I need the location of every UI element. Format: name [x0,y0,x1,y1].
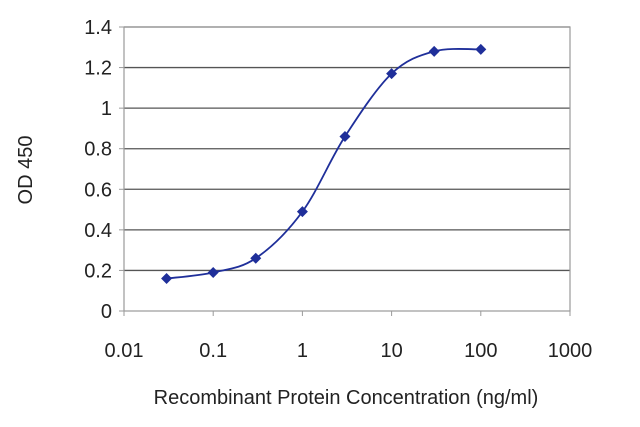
x-tick-label: 0.01 [105,340,144,362]
y-tick-label: 1 [101,98,112,120]
y-tick-label: 0 [101,301,112,323]
y-tick-label: 1.2 [84,58,112,80]
gridlines [124,26,570,272]
y-tick-label: 0.2 [84,260,112,282]
y-tick-label: 0.6 [84,179,112,201]
data-point [386,68,398,80]
y-tick-label: 0.8 [84,139,112,161]
y-axis-title: OD 450 [15,136,37,205]
data-point [207,266,219,278]
x-tick-label: 10 [380,340,402,362]
plot-frame [123,26,571,312]
y-axis-ticks: 0 0.2 0.4 0.6 0.8 1 1.2 1.4 [84,17,124,323]
data-point [475,43,487,55]
fit-curve [166,48,481,280]
x-axis-title: Recombinant Protein Concentration (ng/ml… [154,387,539,409]
y-tick-label: 1.4 [84,17,112,39]
data-point [161,273,173,285]
x-tick-label: 1000 [548,340,593,362]
data-point [339,131,351,143]
x-tick-label: 0.1 [199,340,227,362]
data-point [428,45,440,57]
data-point [296,206,308,218]
x-tick-label: 100 [464,340,497,362]
y-tick-label: 0.4 [84,220,112,242]
x-tick-label: 1 [297,340,308,362]
data-point [250,252,262,264]
data-points [161,43,487,285]
x-axis-ticks: 0.01 0.1 1 10 100 1000 [105,311,593,362]
